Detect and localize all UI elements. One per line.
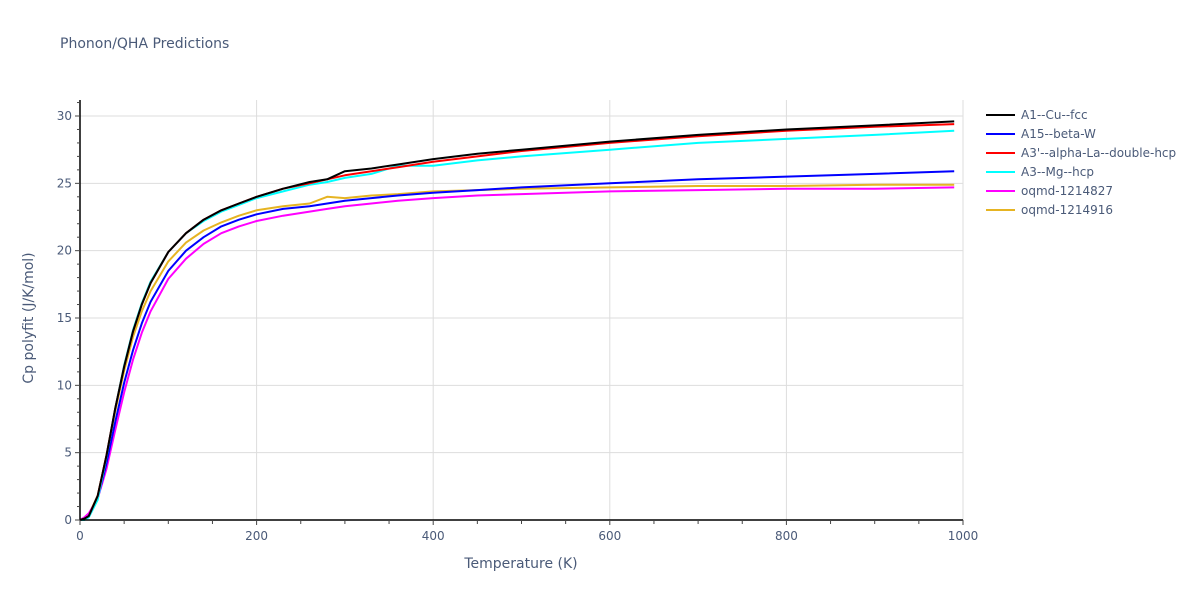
- legend-item[interactable]: A3--Mg--hcp: [986, 165, 1094, 179]
- legend-item[interactable]: A1--Cu--fcc: [986, 108, 1088, 122]
- y-tick-label: 25: [57, 176, 72, 190]
- x-tick-label: 0: [76, 529, 84, 543]
- x-tick-label: 400: [422, 529, 445, 543]
- axes: 0 200 400 600 800 1000 0 5 10 15 20 25 30: [57, 100, 979, 543]
- x-tick-label: 800: [775, 529, 798, 543]
- y-tick-label: 10: [57, 378, 72, 392]
- series-lines: [79, 120, 955, 521]
- x-tick-label: 1000: [948, 529, 979, 543]
- series-line-A1--Cu--fcc: [79, 120, 955, 521]
- y-tick-label: 30: [57, 109, 72, 123]
- legend-item[interactable]: oqmd-1214916: [986, 203, 1113, 217]
- y-axis-title: Cp polyfit (J/K/mol): [21, 252, 37, 383]
- legend-item[interactable]: A15--beta-W: [986, 127, 1096, 141]
- x-tick-label: 600: [598, 529, 621, 543]
- x-axis-title: Temperature (K): [463, 556, 577, 572]
- series-line-oqmd-1214827: [79, 186, 955, 521]
- series-line-oqmd-1214916: [79, 183, 955, 521]
- y-tick-label: 5: [64, 446, 72, 460]
- series-line-A15--beta-W: [79, 170, 955, 521]
- y-tick-label: 15: [57, 311, 72, 325]
- legend-label: oqmd-1214916: [1021, 203, 1113, 217]
- y-tick-label: 20: [57, 244, 72, 258]
- chart-title: Phonon/QHA Predictions: [60, 36, 230, 52]
- legend-item[interactable]: A3'--alpha-La--double-hcp: [986, 146, 1176, 160]
- legend-item[interactable]: oqmd-1214827: [986, 184, 1113, 198]
- legend-label: oqmd-1214827: [1021, 184, 1113, 198]
- y-tick-label: 0: [64, 513, 72, 527]
- legend: A1--Cu--fcc A15--beta-W A3'--alpha-La--dou…: [986, 108, 1176, 217]
- legend-label: A3--Mg--hcp: [1021, 165, 1094, 179]
- x-tick-label: 200: [245, 529, 268, 543]
- legend-label: A1--Cu--fcc: [1021, 108, 1088, 122]
- legend-label: A15--beta-W: [1021, 127, 1096, 141]
- grid-lines: [80, 100, 964, 520]
- legend-label: A3'--alpha-La--double-hcp: [1021, 146, 1176, 160]
